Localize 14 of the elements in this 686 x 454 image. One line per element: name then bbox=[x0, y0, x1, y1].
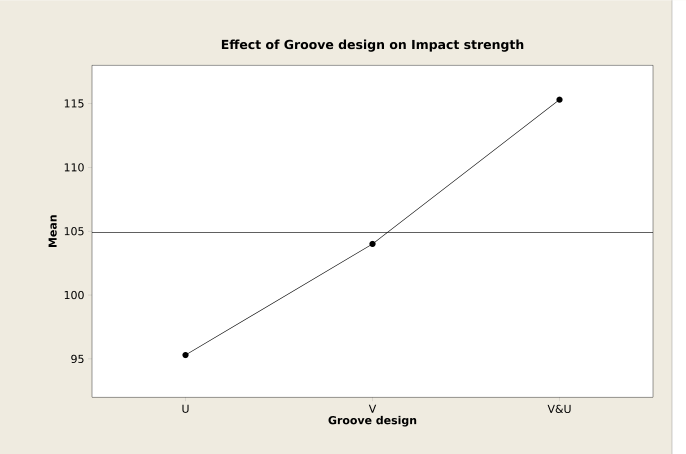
y-tick-label: 115 bbox=[64, 99, 84, 108]
x-tick-label: V&U bbox=[548, 404, 571, 413]
y-tick-label: 110 bbox=[64, 163, 84, 172]
point bbox=[556, 96, 563, 103]
y-tick-label: 105 bbox=[64, 226, 84, 236]
x-tick-label: U bbox=[182, 404, 189, 413]
x-tick-label: V bbox=[368, 404, 376, 413]
y-tick-label: 95 bbox=[71, 354, 84, 363]
chart-title: Effect of Groove design on Impact strength bbox=[222, 39, 524, 52]
x-axis-title: Groove design bbox=[328, 416, 416, 426]
point bbox=[369, 240, 376, 247]
point bbox=[182, 352, 189, 358]
y-tick-label: 100 bbox=[64, 290, 84, 299]
y-axis-title: Mean bbox=[48, 215, 57, 247]
